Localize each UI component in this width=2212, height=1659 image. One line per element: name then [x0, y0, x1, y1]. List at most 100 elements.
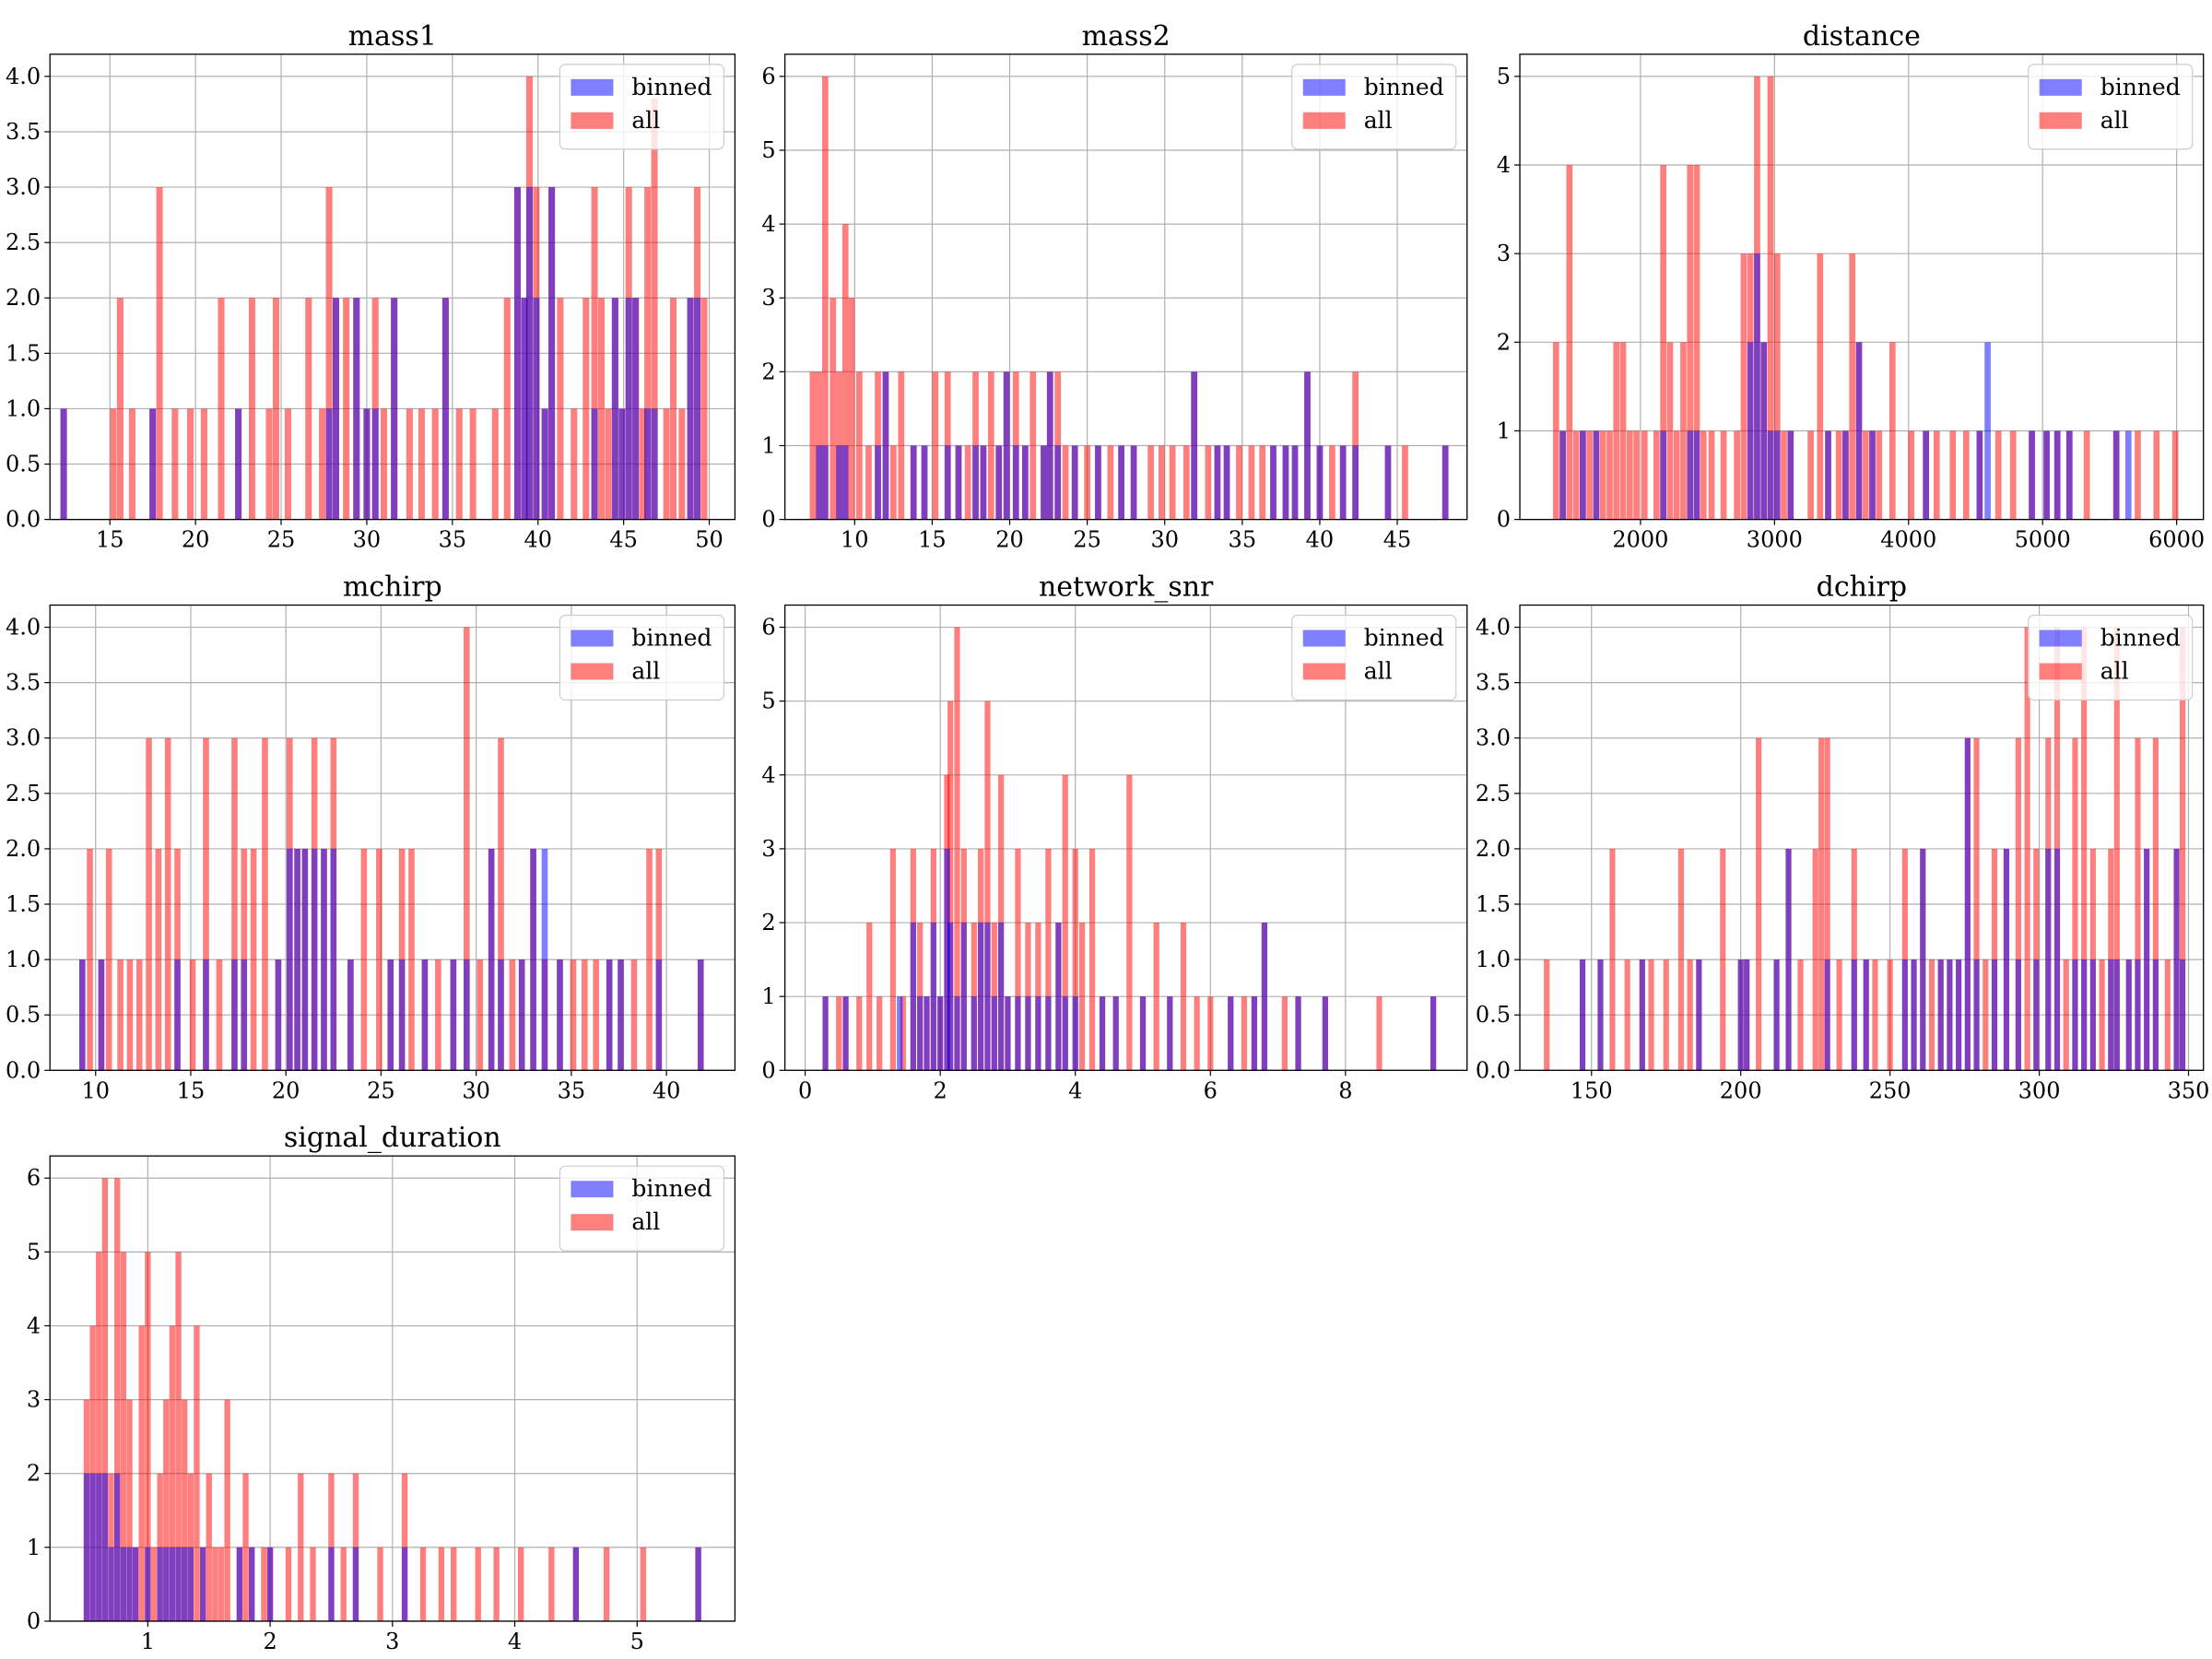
bar-all	[431, 408, 439, 520]
bar-all	[947, 700, 954, 1071]
y-tick-label: 3	[27, 1387, 41, 1413]
bar-all	[1241, 996, 1248, 1071]
bar-binned	[548, 187, 556, 520]
bar-binned	[944, 848, 950, 1071]
bar-all	[360, 848, 368, 1071]
legend-swatch-all	[2039, 663, 2082, 680]
bar-binned	[530, 848, 536, 1071]
bar-binned	[875, 445, 881, 520]
y-tick-label: 1	[761, 432, 775, 458]
bar-binned	[2045, 848, 2052, 1071]
bar-binned	[275, 959, 282, 1071]
bar-binned	[157, 1547, 163, 1621]
legend-swatch-all	[571, 663, 614, 680]
bar-binned	[235, 408, 242, 520]
bar-all	[1933, 430, 1940, 520]
bar-all	[1720, 848, 1726, 1071]
bar-all	[1236, 445, 1242, 520]
bar-binned	[98, 959, 105, 1071]
bar-binned	[695, 1547, 701, 1621]
bar-all	[187, 1473, 194, 1621]
bar-binned	[1223, 445, 1230, 520]
bar-all	[1544, 959, 1550, 1071]
bar-binned	[241, 959, 248, 1071]
bar-binned	[525, 187, 533, 520]
y-tick-label: 3.5	[6, 670, 41, 696]
bar-all	[1062, 774, 1068, 1071]
x-tick-label: 350	[2168, 1077, 2210, 1103]
bar-all	[1633, 430, 1640, 520]
bar-all	[809, 371, 817, 520]
bar-all	[1693, 165, 1700, 520]
bar-all	[889, 445, 897, 520]
bar-binned	[1062, 996, 1068, 1071]
axes-frame	[783, 604, 1468, 1071]
bar-binned	[391, 298, 398, 520]
y-tick-label: 0.5	[1476, 1002, 1511, 1028]
bar-all	[272, 298, 279, 520]
bar-all	[1818, 737, 1825, 1071]
x-tick-label: 2	[263, 1629, 276, 1654]
subplot-title: mchirp	[343, 571, 442, 604]
bar-all	[1700, 430, 1707, 520]
subplot-title: mass1	[348, 20, 437, 53]
bar-all	[2009, 430, 2017, 520]
bar-all	[265, 408, 273, 520]
bar-all	[1817, 253, 1824, 520]
bar-all	[469, 408, 477, 520]
bar-binned	[1863, 959, 1869, 1071]
bar-all	[1169, 445, 1176, 520]
x-tick-label: 2000	[1612, 527, 1668, 553]
bar-all	[464, 627, 470, 1071]
bar-all	[1973, 737, 1980, 1071]
bar-all	[1767, 76, 1774, 520]
bar-all	[1663, 959, 1669, 1071]
legend-label-binned: binned	[2100, 74, 2181, 100]
bar-binned	[882, 371, 889, 520]
bar-binned	[1923, 430, 1930, 520]
y-tick-label: 4	[761, 762, 775, 788]
legend-label-all: all	[631, 1208, 660, 1235]
bar-all	[145, 1252, 151, 1621]
x-tick-label: 45	[609, 527, 638, 553]
bar-all	[1159, 445, 1165, 520]
bar-binned	[521, 298, 528, 520]
bar-all	[216, 959, 223, 1071]
bar-binned	[1339, 445, 1347, 520]
x-tick-label: 2	[934, 1077, 947, 1103]
bar-all	[1781, 430, 1787, 520]
bar-all	[406, 408, 413, 520]
subplot-title: dchirp	[1817, 571, 1907, 604]
bar-all	[157, 1473, 163, 1621]
bar-binned	[1744, 959, 1750, 1071]
legend-label-all: all	[2100, 658, 2129, 685]
bar-binned	[1579, 959, 1586, 1071]
bar-all	[1673, 430, 1680, 520]
bar-binned	[96, 1473, 102, 1621]
bar-all	[1586, 430, 1593, 520]
bar-all	[1680, 342, 1687, 520]
y-tick-label: 3	[761, 836, 775, 862]
bar-binned	[421, 959, 429, 1071]
y-tick-label: 2.0	[1476, 836, 1511, 862]
bar-binned	[1956, 959, 1962, 1071]
bar-all	[1194, 996, 1200, 1071]
legend-swatch-binned	[2039, 629, 2082, 647]
x-tick-label: 10	[81, 1077, 110, 1103]
bar-all	[517, 1547, 524, 1621]
bar-binned	[1920, 848, 1926, 1071]
bar-binned	[1639, 959, 1645, 1071]
bar-all	[491, 408, 499, 520]
bar-all	[1126, 774, 1133, 1071]
bar-all	[2164, 959, 2171, 1071]
bar-all	[570, 959, 577, 1071]
bar-binned	[1046, 371, 1053, 520]
x-tick-label: 20	[182, 527, 210, 553]
x-tick-label: 1	[141, 1629, 155, 1654]
bar-binned	[1855, 342, 1863, 520]
subplot-dchirp: 150 200 250 300 350 0.0 0.5 1.0 1.5 2.0 2.5 3.0 3.5 4…	[1476, 571, 2210, 1104]
bar-all	[101, 1178, 109, 1621]
y-tick-label: 5	[1497, 64, 1511, 89]
